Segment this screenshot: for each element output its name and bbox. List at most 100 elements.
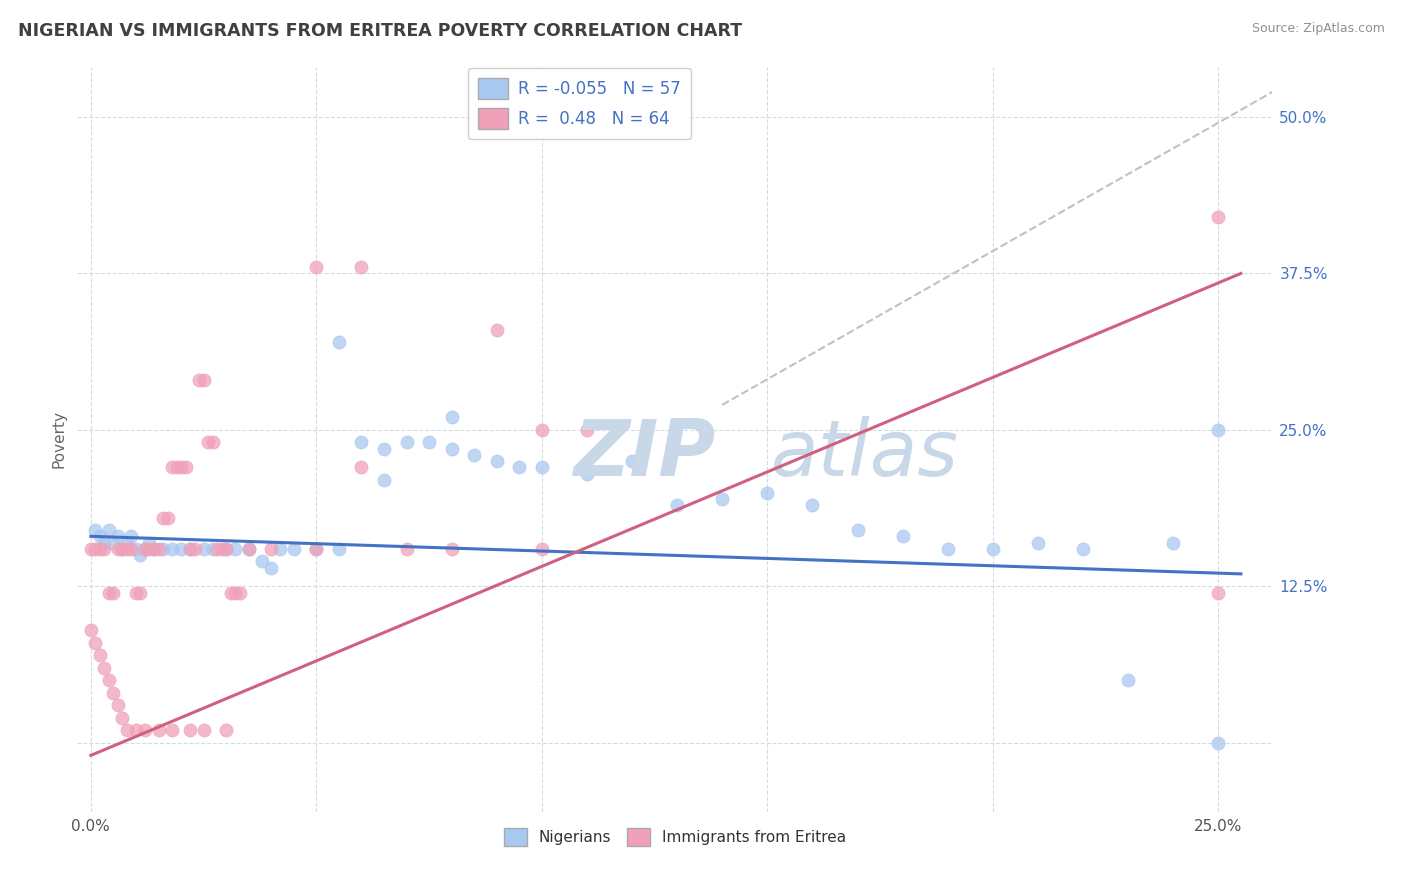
Point: [193, 373, 215, 387]
Point: [93, 541, 115, 556]
Point: [115, 541, 138, 556]
Point: [711, 491, 734, 506]
Point: [440, 541, 463, 556]
Point: [103, 585, 125, 599]
Point: [84, 523, 107, 537]
Point: [283, 541, 305, 556]
Point: [252, 554, 274, 568]
Point: [418, 435, 440, 450]
Point: [125, 541, 148, 556]
Point: [1208, 585, 1230, 599]
Text: ZIP: ZIP: [574, 417, 716, 492]
Point: [134, 723, 156, 738]
Point: [201, 541, 224, 556]
Point: [373, 442, 395, 456]
Point: [125, 585, 148, 599]
Point: [193, 723, 215, 738]
Point: [129, 548, 152, 562]
Point: [103, 686, 125, 700]
Point: [89, 529, 111, 543]
Point: [936, 541, 959, 556]
Point: [215, 541, 238, 556]
Point: [1208, 423, 1230, 437]
Point: [1026, 535, 1049, 549]
Point: [179, 541, 201, 556]
Point: [111, 541, 134, 556]
Point: [84, 541, 107, 556]
Point: [981, 541, 1004, 556]
Point: [1116, 673, 1139, 688]
Point: [188, 373, 211, 387]
Point: [228, 585, 250, 599]
Point: [211, 541, 233, 556]
Point: [1071, 541, 1094, 556]
Point: [1208, 736, 1230, 750]
Point: [328, 541, 350, 556]
Point: [1208, 210, 1230, 224]
Point: [350, 260, 373, 275]
Point: [373, 473, 395, 487]
Y-axis label: Poverty: Poverty: [51, 410, 66, 468]
Point: [238, 541, 260, 556]
Point: [463, 448, 485, 462]
Point: [143, 541, 166, 556]
Point: [134, 541, 156, 556]
Point: [305, 541, 328, 556]
Point: [134, 541, 156, 556]
Point: [129, 585, 152, 599]
Point: [621, 454, 644, 468]
Point: [125, 723, 148, 738]
Point: [80, 541, 103, 556]
Point: [111, 541, 134, 556]
Point: [152, 541, 174, 556]
Point: [508, 460, 530, 475]
Point: [575, 423, 598, 437]
Point: [350, 460, 373, 475]
Point: [215, 723, 238, 738]
Point: [260, 560, 283, 574]
Point: [120, 541, 142, 556]
Point: [170, 460, 193, 475]
Point: [305, 541, 328, 556]
Point: [97, 673, 120, 688]
Point: [93, 535, 115, 549]
Point: [238, 541, 260, 556]
Point: [224, 585, 246, 599]
Point: [179, 541, 201, 556]
Point: [143, 541, 166, 556]
Point: [107, 698, 129, 713]
Point: [530, 541, 553, 556]
Text: NIGERIAN VS IMMIGRANTS FROM ERITREA POVERTY CORRELATION CHART: NIGERIAN VS IMMIGRANTS FROM ERITREA POVE…: [18, 22, 742, 40]
Point: [201, 435, 224, 450]
Point: [111, 711, 134, 725]
Point: [219, 585, 242, 599]
Point: [530, 423, 553, 437]
Point: [160, 460, 183, 475]
Legend: Nigerians, Immigrants from Eritrea: Nigerians, Immigrants from Eritrea: [498, 822, 852, 853]
Point: [148, 541, 170, 556]
Point: [103, 535, 125, 549]
Point: [160, 541, 183, 556]
Point: [97, 523, 120, 537]
Point: [224, 541, 246, 556]
Point: [891, 529, 914, 543]
Point: [148, 723, 170, 738]
Point: [93, 661, 115, 675]
Point: [120, 529, 142, 543]
Point: [215, 541, 238, 556]
Text: atlas: atlas: [770, 417, 959, 492]
Point: [530, 460, 553, 475]
Point: [115, 723, 138, 738]
Point: [350, 435, 373, 450]
Point: [97, 585, 120, 599]
Point: [138, 541, 160, 556]
Point: [84, 636, 107, 650]
Point: [485, 323, 508, 337]
Point: [138, 535, 160, 549]
Point: [395, 541, 418, 556]
Point: [107, 529, 129, 543]
Point: [440, 410, 463, 425]
Point: [89, 541, 111, 556]
Point: [269, 541, 291, 556]
Point: [115, 535, 138, 549]
